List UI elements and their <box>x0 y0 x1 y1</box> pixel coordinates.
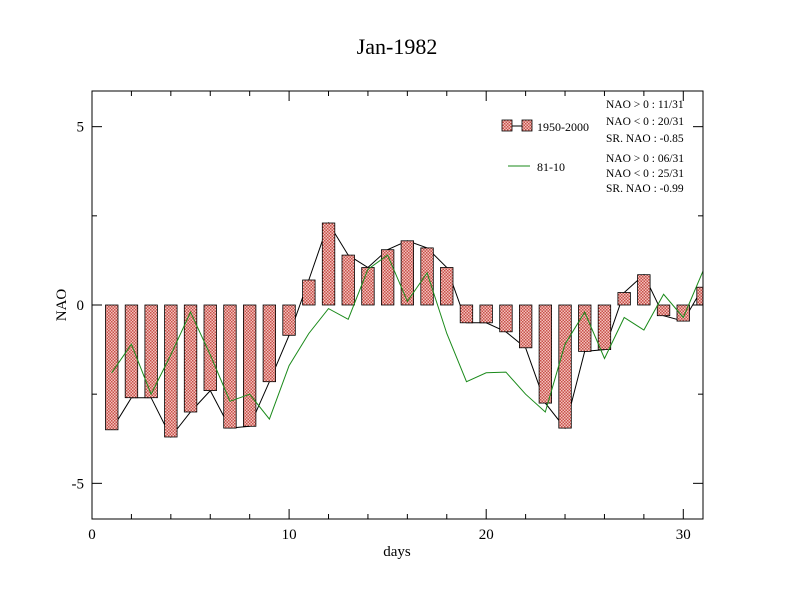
bar-day-9 <box>262 304 277 383</box>
series-81-10-line <box>111 254 704 421</box>
bar-day-12 <box>321 222 336 306</box>
bar-day-4 <box>164 304 178 438</box>
bar-day-17 <box>420 247 434 306</box>
y-tick-label-5: 5 <box>77 120 85 136</box>
bar-day-11 <box>302 279 316 306</box>
stat-8110-neg: NAO < 0 : 25/31 <box>606 168 684 180</box>
x-axis-label: days <box>383 544 411 560</box>
ticks-layer: 0 10 20 30 -5 0 5 <box>72 91 703 543</box>
bar-day-6 <box>203 304 217 391</box>
x-tick-label-20: 20 <box>479 527 494 543</box>
bar-day-21 <box>499 304 513 333</box>
bar-day-16 <box>400 240 415 306</box>
bar-day-22 <box>519 304 533 349</box>
legend-bar-swatch-left <box>501 119 513 132</box>
bar-day-1 <box>105 304 119 431</box>
bars-layer <box>105 221 704 438</box>
chart-title: Jan-1982 <box>357 34 438 59</box>
bar-day-29 <box>656 304 671 317</box>
y-axis-label: NAO <box>54 289 70 322</box>
bar-day-31 <box>696 286 704 306</box>
bar-day-2 <box>124 304 139 399</box>
bar-day-5 <box>183 304 198 413</box>
lines-layer <box>111 254 704 421</box>
bar-day-28 <box>637 274 651 306</box>
legend-bar-swatch-right <box>521 119 533 132</box>
bar-day-13 <box>341 254 355 306</box>
bar-day-3 <box>144 304 158 399</box>
bar-day-8 <box>242 304 257 427</box>
bar-day-23 <box>538 304 552 404</box>
legend: 1950-2000 81-10 NAO > 0 : 11/31 NAO < 0 … <box>501 99 684 195</box>
legend-series-1-label: 1950-2000 <box>537 120 589 134</box>
bar-day-26 <box>597 304 612 350</box>
x-tick-label-0: 0 <box>88 527 96 543</box>
bar-day-24 <box>558 304 572 429</box>
legend-series-2-label: 81-10 <box>537 160 565 174</box>
stat-1950-sr: SR. NAO : -0.85 <box>606 133 684 145</box>
y-tick-label-0: 0 <box>77 298 85 314</box>
x-tick-label-30: 30 <box>676 527 691 543</box>
stat-8110-pos: NAO > 0 : 06/31 <box>606 153 684 165</box>
bar-day-27 <box>617 292 631 306</box>
stat-8110-sr: SR. NAO : -0.99 <box>606 183 684 195</box>
stat-1950-neg: NAO < 0 : 20/31 <box>606 116 684 128</box>
bar-day-19 <box>459 304 474 324</box>
bar-day-20 <box>479 304 493 324</box>
bar-day-14 <box>361 267 375 306</box>
bar-day-18 <box>440 267 454 306</box>
x-tick-label-10: 10 <box>282 527 297 543</box>
y-tick-label--5: -5 <box>72 476 85 492</box>
bar-day-10 <box>282 304 296 336</box>
stat-1950-pos: NAO > 0 : 11/31 <box>606 99 684 111</box>
bar-day-7 <box>223 304 237 429</box>
